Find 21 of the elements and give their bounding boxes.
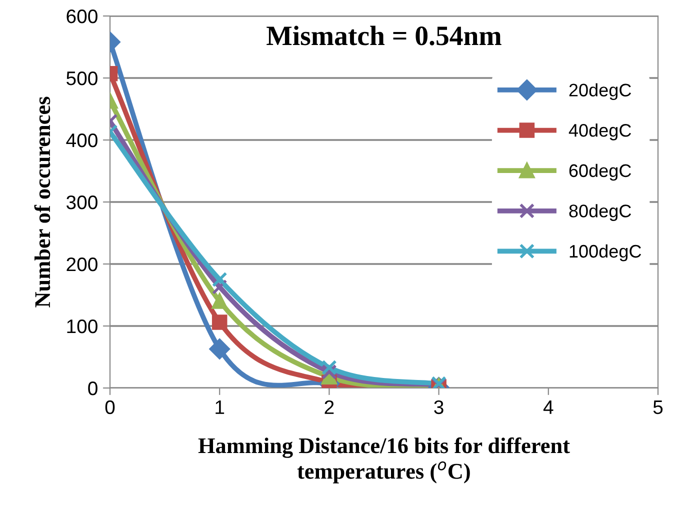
y-tick-label: 200 [66, 257, 98, 272]
x-tick-label: 3 [434, 400, 444, 414]
legend-label: 60degC [569, 164, 632, 181]
x-tick-label: 2 [324, 400, 334, 414]
y-tick-label: 600 [66, 9, 98, 24]
legend-label: 80degC [569, 204, 632, 221]
x-axis-title: Hamming Distance/16 bits for different temperatures ($^{o}$C) [198, 437, 570, 484]
x-tick-label: 5 [653, 400, 663, 414]
x-tick-label: 1 [216, 400, 224, 414]
legend-label: 20degC [569, 83, 632, 100]
legend-label: 40degC [568, 124, 632, 140]
y-tick-label: 100 [67, 319, 98, 334]
y-tick-label: 0 [88, 381, 98, 396]
y-tick-label: 300 [66, 195, 98, 210]
x-tick-label: 0 [105, 400, 115, 414]
y-tick-label: 500 [66, 71, 98, 86]
x-tick-label: 4 [543, 400, 554, 414]
y-tick-label: 400 [66, 133, 98, 148]
chart-title: Mismatch = 0.54nm [266, 26, 502, 46]
y-axis-title: Number of occurences [34, 96, 50, 308]
legend-label: 100degC [570, 244, 642, 262]
